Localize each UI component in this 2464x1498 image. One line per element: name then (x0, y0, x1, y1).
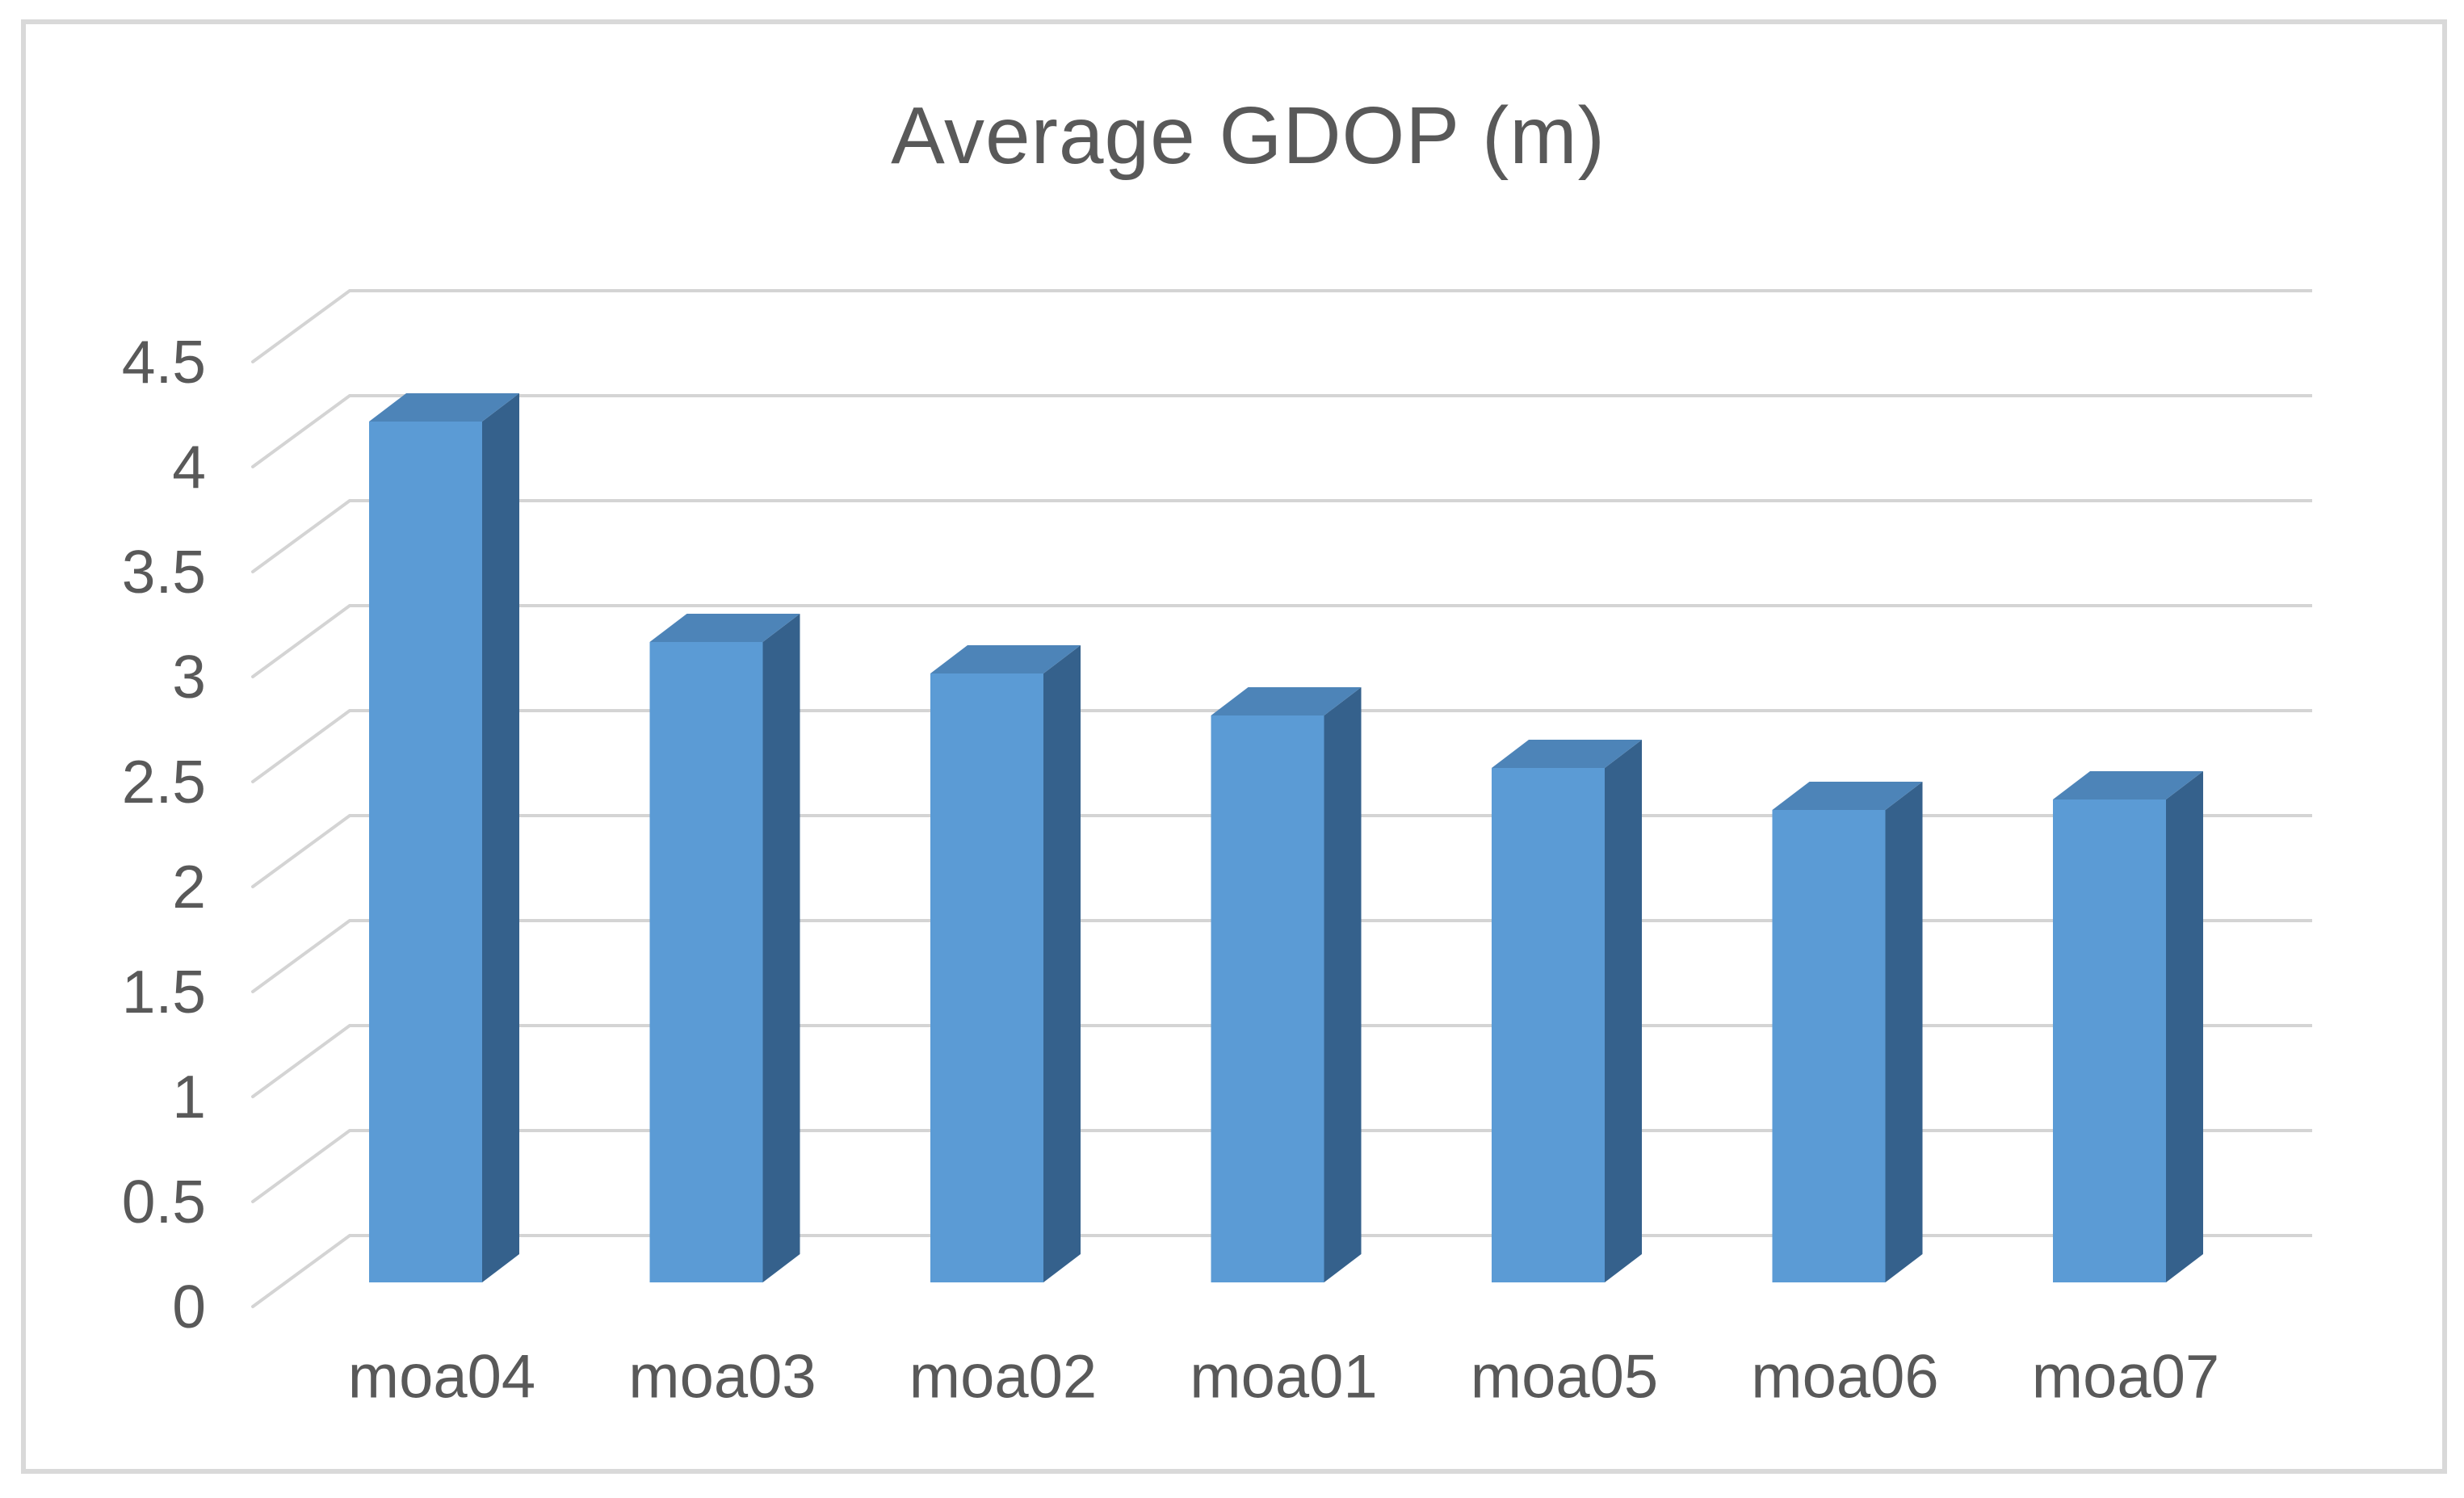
bar-side-face (1885, 782, 1923, 1282)
y-tick-label: 2 (172, 853, 206, 921)
x-category-label: moa03 (628, 1343, 816, 1412)
bar-front-face (930, 673, 1043, 1282)
y-tick-label: 4 (172, 433, 206, 501)
bar-top-face (1492, 740, 1642, 768)
x-category-label: moa04 (348, 1343, 535, 1412)
bar-moa07 (2053, 771, 2203, 1282)
gridline-tick-diagonal (251, 1024, 351, 1098)
y-tick-label: 2.5 (122, 748, 206, 816)
chart-title: Average GDOP (m) (891, 90, 1606, 181)
bar-front-face (649, 642, 763, 1282)
bar-front-face (1772, 810, 1886, 1282)
bar-top-face (2053, 771, 2203, 799)
x-category-label: moa06 (1751, 1343, 1938, 1412)
gridline-tick-diagonal (251, 1234, 351, 1308)
bar-top-face (930, 645, 1081, 673)
gridline-tick-diagonal (251, 499, 351, 573)
bar-front-face (2053, 799, 2166, 1282)
bar-moa04 (369, 393, 519, 1282)
x-category-label: moa05 (1471, 1343, 1658, 1412)
gridline-tick-diagonal (251, 814, 351, 888)
bar-front-face (369, 422, 482, 1282)
bar-moa03 (649, 614, 800, 1282)
bar-side-face (762, 614, 800, 1282)
x-category-label: moa07 (2032, 1343, 2219, 1412)
bar-front-face (1492, 768, 1605, 1282)
y-tick-label: 3.5 (122, 538, 206, 606)
y-tick-label: 1.5 (122, 958, 206, 1026)
bar-moa05 (1492, 740, 1642, 1282)
gridline-tick-diagonal (251, 604, 351, 678)
y-tick-label: 0 (172, 1273, 206, 1341)
bar-side-face (482, 393, 519, 1282)
gridline-tick-diagonal (251, 709, 351, 783)
y-tick-label: 0.5 (122, 1168, 206, 1236)
y-tick-label: 1 (172, 1063, 206, 1131)
x-category-label: moa02 (909, 1343, 1097, 1412)
gridline-tick-diagonal (251, 919, 351, 993)
bar-top-face (1772, 782, 1923, 810)
bar-top-face (649, 614, 800, 642)
bar-side-face (1605, 740, 1642, 1282)
gridline-tick-diagonal (251, 289, 351, 363)
bar-moa06 (1772, 782, 1923, 1282)
bar-top-face (369, 393, 519, 422)
y-tick-label: 3 (172, 643, 206, 711)
gridline-tick-diagonal (251, 1129, 351, 1203)
bar-front-face (1211, 715, 1324, 1282)
bar-side-face (2166, 771, 2203, 1282)
bar-side-face (1043, 645, 1081, 1282)
bar-moa01 (1211, 687, 1362, 1282)
x-category-label: moa01 (1190, 1343, 1377, 1412)
bar-side-face (1324, 687, 1362, 1282)
bar-moa02 (930, 645, 1081, 1282)
gridline-tick-diagonal (251, 394, 351, 468)
bar-top-face (1211, 687, 1362, 715)
y-tick-label: 4.5 (122, 328, 206, 396)
